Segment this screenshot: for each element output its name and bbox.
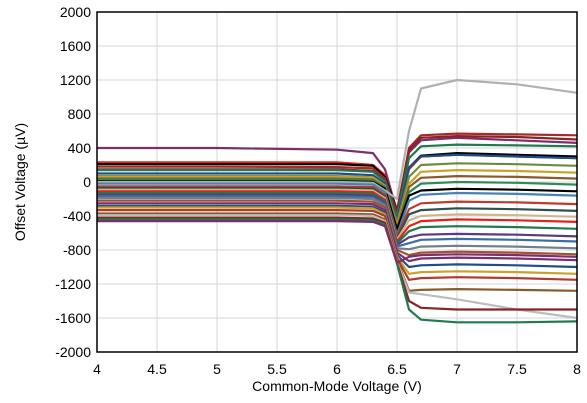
y-tick-label: 800 [68,106,92,122]
y-tick-label: -800 [63,242,91,258]
y-tick-label: 400 [68,140,92,156]
x-axis-label: Common-Mode Voltage (V) [252,378,422,394]
y-tick-label: 0 [83,174,91,190]
x-tick-label: 7 [453,361,461,377]
x-tick-label: 4.5 [147,361,167,377]
y-tick-label: -400 [63,208,91,224]
x-tick-label: 6 [333,361,341,377]
y-tick-label: -2000 [55,344,91,360]
y-axis-label: Offset Voltage (µV) [12,123,28,241]
series-line-32 [97,220,578,264]
x-tick-label: 5.5 [267,361,287,377]
y-tick-label: 1200 [60,72,91,88]
y-tick-label: -1200 [55,276,91,292]
x-tick-labels: 4 4.5 5 5.5 6 6.5 7 7.5 8 [93,361,581,377]
x-tick-label: 5 [213,361,221,377]
series-line-13 [97,78,578,201]
y-tick-label: 1600 [60,38,91,54]
x-tick-label: 7.5 [507,361,527,377]
y-tick-labels: -2000 -1600 -1200 -800 -400 0 400 800 1200 1600 20… [55,4,91,360]
series-lines [97,78,578,324]
x-tick-label: 4 [93,361,101,377]
plot-frame [96,11,578,353]
x-tick-label: 8 [573,361,581,377]
x-tick-label: 6.5 [387,361,407,377]
y-tick-label: 2000 [60,4,91,20]
y-tick-label: -1600 [55,310,91,326]
